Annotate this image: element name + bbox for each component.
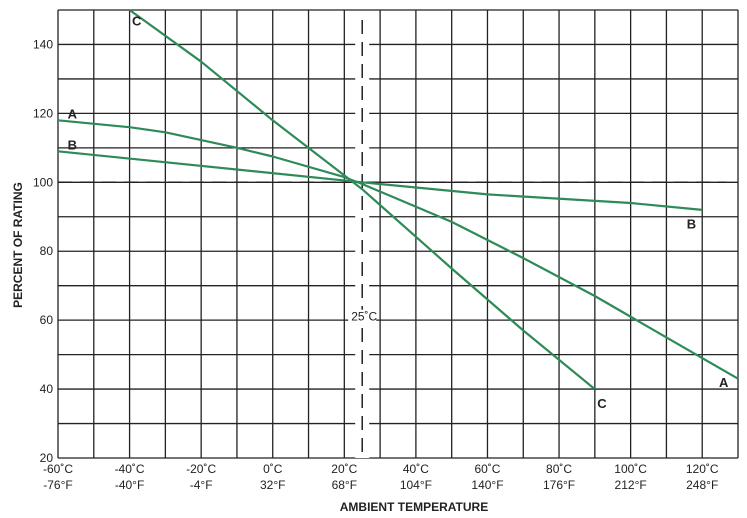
- y-tick-label: 80: [40, 244, 54, 258]
- reference-lines: 25˚C: [58, 12, 726, 458]
- y-tick-labels: 20 40 60 80 100 120 140: [33, 37, 53, 465]
- reference-label-backdrop: [348, 309, 377, 324]
- x-tick-label-fahrenheit: 32°F: [260, 478, 285, 492]
- x-tick-label-fahrenheit: 176°F: [543, 478, 575, 492]
- y-tick-label: 40: [40, 382, 54, 396]
- x-tick-label-fahrenheit: -40°F: [115, 478, 144, 492]
- x-tick-label-celsius: -40˚C: [115, 462, 145, 476]
- x-axis-title: AMBIENT TEMPERATURE: [340, 500, 488, 514]
- curve-label-B: B: [68, 137, 77, 152]
- x-tick-label-celsius: 40˚C: [403, 462, 429, 476]
- series-A-line: [57, 119, 739, 380]
- reference-line-backdrop: [355, 12, 370, 458]
- x-tick-label-fahrenheit: 68°F: [332, 478, 357, 492]
- x-tick-label-fahrenheit: 140°F: [471, 478, 503, 492]
- y-tick-label: 140: [33, 37, 53, 51]
- x-tick-label-celsius: 60˚C: [474, 462, 500, 476]
- x-tick-label-fahrenheit: 104°F: [400, 478, 432, 492]
- x-tick-label-celsius: 80˚C: [546, 462, 572, 476]
- x-tick-labels: -60˚C -76°F -40˚C -40°F -20˚C -4°F 0˚C 32°F 20˚C…: [43, 462, 719, 492]
- curve-label-C: C: [597, 396, 607, 411]
- y-axis-title: PERCENT OF RATING: [11, 182, 25, 308]
- reference-line-label: 25˚C: [351, 310, 377, 324]
- series-B-line: [57, 150, 703, 211]
- y-tick-label: 60: [40, 313, 54, 327]
- curve-label-A: A: [68, 106, 78, 121]
- curve-label-A: A: [719, 375, 729, 390]
- curve-labels: A A B B C C: [68, 13, 729, 411]
- x-tick-label-fahrenheit: -4°F: [190, 478, 213, 492]
- x-tick-label-fahrenheit: 212°F: [615, 478, 647, 492]
- x-tick-label-celsius: 0˚C: [263, 462, 283, 476]
- curve-label-B: B: [687, 217, 696, 232]
- y-tick-label: 20: [40, 451, 54, 465]
- grid: [57, 9, 739, 459]
- y-tick-label: 120: [33, 106, 53, 120]
- curve-label-C: C: [132, 13, 142, 28]
- x-tick-label-celsius: -20˚C: [186, 462, 216, 476]
- x-tick-label-celsius: -60˚C: [43, 462, 73, 476]
- x-tick-label-celsius: 120˚C: [686, 462, 719, 476]
- x-tick-label-celsius: 100˚C: [614, 462, 647, 476]
- x-tick-label-fahrenheit: 248°F: [686, 478, 718, 492]
- x-tick-label-celsius: 20˚C: [331, 462, 357, 476]
- series-lines: [57, 9, 739, 390]
- y-tick-label: 100: [33, 175, 53, 189]
- series-C-line: [128, 9, 596, 390]
- x-tick-label-fahrenheit: -76°F: [43, 478, 72, 492]
